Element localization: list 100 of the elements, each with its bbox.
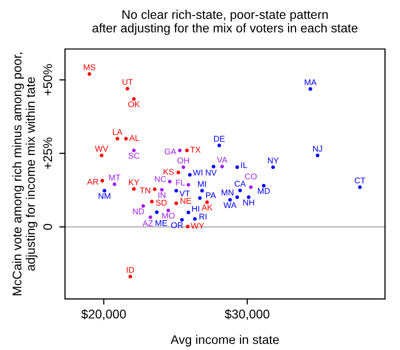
x-tick-label: $20,000	[81, 309, 126, 320]
series-label: VA	[216, 157, 228, 163]
series-label: WI	[192, 170, 202, 176]
point	[262, 184, 266, 188]
series-label: MO	[162, 212, 175, 219]
series-label: CA	[234, 180, 246, 187]
series-label: MS	[84, 64, 96, 70]
series-label: NY	[268, 158, 279, 164]
point	[150, 200, 154, 204]
point	[235, 195, 240, 200]
x-tick-label: $30,000	[224, 309, 270, 320]
series-label: WY	[190, 223, 204, 229]
point	[88, 72, 92, 76]
series-label: MT	[109, 174, 120, 180]
point	[152, 187, 157, 192]
point	[186, 210, 190, 214]
series-label: OR	[171, 222, 183, 228]
series-label: AL	[129, 135, 140, 141]
series-label: WV	[94, 146, 108, 152]
series-label: AZ	[142, 220, 153, 226]
point	[168, 180, 172, 184]
series-label: NC	[154, 176, 166, 182]
point	[316, 154, 320, 158]
point	[148, 215, 152, 220]
series-label: KY	[129, 179, 140, 186]
series-label: NM	[98, 193, 110, 199]
series-label: SC	[128, 152, 140, 159]
series-label: ME	[156, 220, 168, 226]
series-label: IN	[158, 192, 166, 198]
point	[212, 164, 216, 168]
point	[132, 148, 136, 152]
series-label: NV	[206, 170, 217, 176]
point	[182, 165, 186, 170]
series-label: AR	[87, 178, 98, 185]
series-label: HI	[192, 206, 200, 212]
series-label: CO	[245, 174, 257, 180]
point	[112, 182, 116, 186]
chart-title: No clear rich-state, poor-state pattern after adjusting for the mix of voters in each state	[92, 10, 358, 35]
y-axis-title: McCain vote among rich minus among poor, adjusting for income mix within tate	[12, 52, 38, 296]
point	[308, 87, 312, 91]
point	[176, 170, 180, 174]
series-label: RI	[199, 214, 206, 220]
series-label: ND	[132, 208, 144, 214]
point	[132, 187, 136, 191]
point	[205, 200, 209, 204]
series-label: AK	[202, 204, 213, 210]
series-label: MN	[222, 190, 234, 196]
point	[185, 148, 189, 152]
series-label: ID	[126, 266, 134, 273]
y-tick-label: +25%	[43, 138, 52, 169]
point	[141, 204, 146, 208]
point	[220, 164, 224, 168]
point	[193, 217, 197, 221]
point	[198, 196, 202, 200]
series-label: WA	[224, 202, 237, 208]
series-label: OK	[128, 101, 140, 108]
series-label: MD	[258, 188, 270, 194]
series-label: OH	[178, 158, 189, 164]
point	[155, 210, 159, 214]
series-label: PA	[206, 192, 216, 198]
point	[228, 198, 232, 202]
point	[217, 144, 222, 148]
point	[126, 86, 130, 91]
point	[100, 154, 104, 158]
point	[186, 224, 190, 228]
series-label: GA	[164, 148, 176, 154]
point	[100, 178, 104, 183]
series-label: NH	[243, 200, 254, 206]
series-label: NE	[180, 198, 192, 204]
point	[128, 274, 132, 278]
series-label: SD	[156, 200, 167, 206]
y-tick-label: 0	[43, 224, 52, 230]
series-label: IL	[241, 162, 248, 168]
y-tick-label: +50%	[43, 64, 52, 96]
point	[166, 208, 170, 212]
point	[238, 188, 242, 192]
point	[358, 185, 362, 190]
point	[102, 188, 106, 193]
point	[271, 165, 275, 170]
point	[124, 136, 128, 141]
series-label: DE	[214, 136, 225, 142]
point	[188, 172, 192, 177]
series-label: LA	[112, 129, 122, 135]
series-label: NJ	[313, 146, 322, 152]
point	[235, 165, 240, 170]
point	[132, 97, 136, 101]
series-label: UT	[122, 79, 133, 85]
point	[178, 148, 182, 152]
point	[174, 202, 178, 206]
point	[180, 218, 184, 222]
series-label: TN	[140, 187, 150, 194]
point	[186, 182, 190, 187]
series-label: FL	[176, 180, 185, 186]
series-label: TX	[190, 146, 201, 153]
point	[160, 188, 164, 192]
x-axis-title: Avg income in state	[170, 334, 279, 347]
point	[200, 188, 204, 193]
series-label: VT	[179, 190, 190, 196]
series-label: MI	[198, 181, 206, 187]
point	[116, 136, 120, 141]
